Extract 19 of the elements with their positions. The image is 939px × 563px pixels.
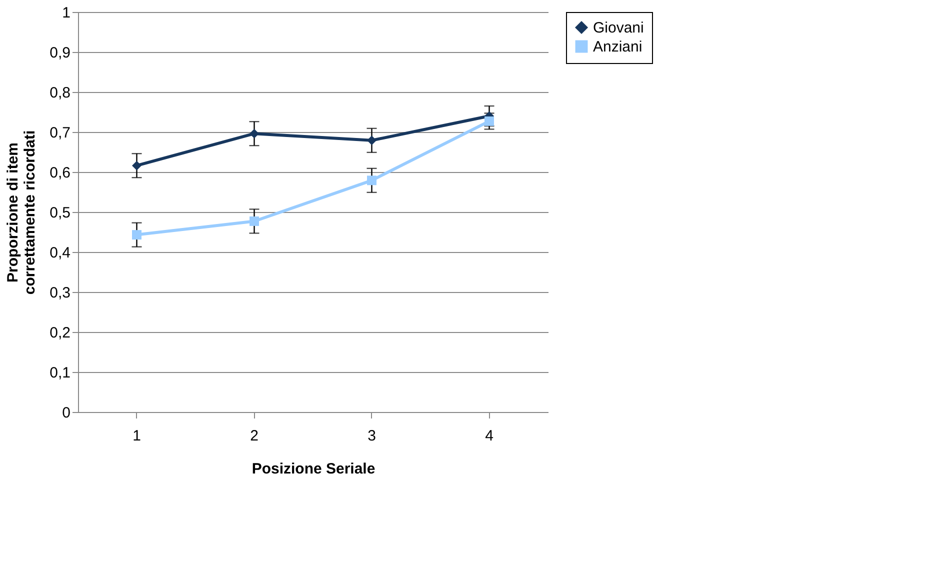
legend-label: Anziani — [593, 38, 642, 56]
x-tick-label: 1 — [132, 428, 141, 444]
y-axis-title: Proporzione di item correttamente ricordati — [4, 130, 39, 295]
y-tick-label: 1 — [62, 4, 70, 22]
y-tick-label: 0 — [62, 404, 70, 422]
y-tick-label: 0,3 — [50, 284, 70, 302]
y-tick-label: 0,5 — [50, 204, 70, 222]
y-tick-label: 0,1 — [50, 364, 70, 382]
y-tick-label: 0,2 — [50, 324, 70, 342]
x-axis-title: Posizione Seriale — [252, 460, 376, 478]
legend-label: Giovani — [593, 20, 644, 36]
y-tick-label: 0,7 — [50, 124, 70, 142]
y-tick-label: 0,4 — [50, 244, 70, 262]
y-tick-label: 0,9 — [50, 44, 70, 62]
y-tick-label: 0,6 — [50, 164, 70, 182]
x-tick-label: 2 — [250, 428, 258, 444]
y-tick-label: 0,8 — [50, 84, 70, 102]
x-tick-label: 4 — [485, 428, 494, 444]
x-tick-label: 3 — [368, 428, 376, 444]
